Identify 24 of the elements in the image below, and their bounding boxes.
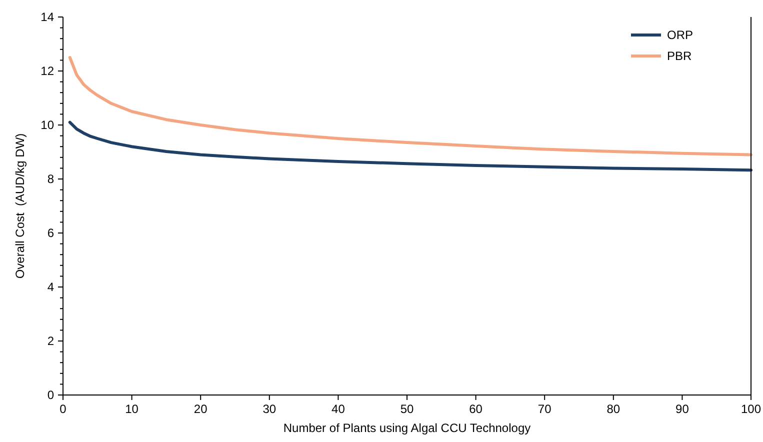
y-tick-label: 14 xyxy=(40,10,54,24)
x-tick-label: 90 xyxy=(676,402,690,416)
y-tick-label: 2 xyxy=(47,334,54,348)
y-tick-label: 10 xyxy=(40,118,54,132)
x-tick-label: 30 xyxy=(262,402,276,416)
y-tick-label: 8 xyxy=(47,172,54,186)
x-axis-title: Number of Plants using Algal CCU Technology xyxy=(283,421,531,435)
x-tick-label: 100 xyxy=(740,402,762,416)
x-tick-label: 40 xyxy=(332,402,346,416)
line-series xyxy=(68,120,752,172)
legend-label: ORP xyxy=(667,28,694,42)
x-tick-label: 80 xyxy=(606,402,620,416)
x-tick-label: 50 xyxy=(400,402,414,416)
y-tick-label: 6 xyxy=(47,226,54,240)
y-tick-label: 12 xyxy=(40,64,54,78)
y-tick-label: 0 xyxy=(47,388,54,402)
x-tick-label: 10 xyxy=(125,402,139,416)
y-axis-title: Overall Cost (AUD/kg DW) xyxy=(13,133,27,279)
x-tick-label: 60 xyxy=(469,402,483,416)
legend-label: PBR xyxy=(667,49,692,63)
y-tick-label: 4 xyxy=(47,280,54,294)
x-tick-label: 70 xyxy=(538,402,552,416)
x-tick-label: 0 xyxy=(60,402,67,416)
x-tick-label: 20 xyxy=(194,402,208,416)
